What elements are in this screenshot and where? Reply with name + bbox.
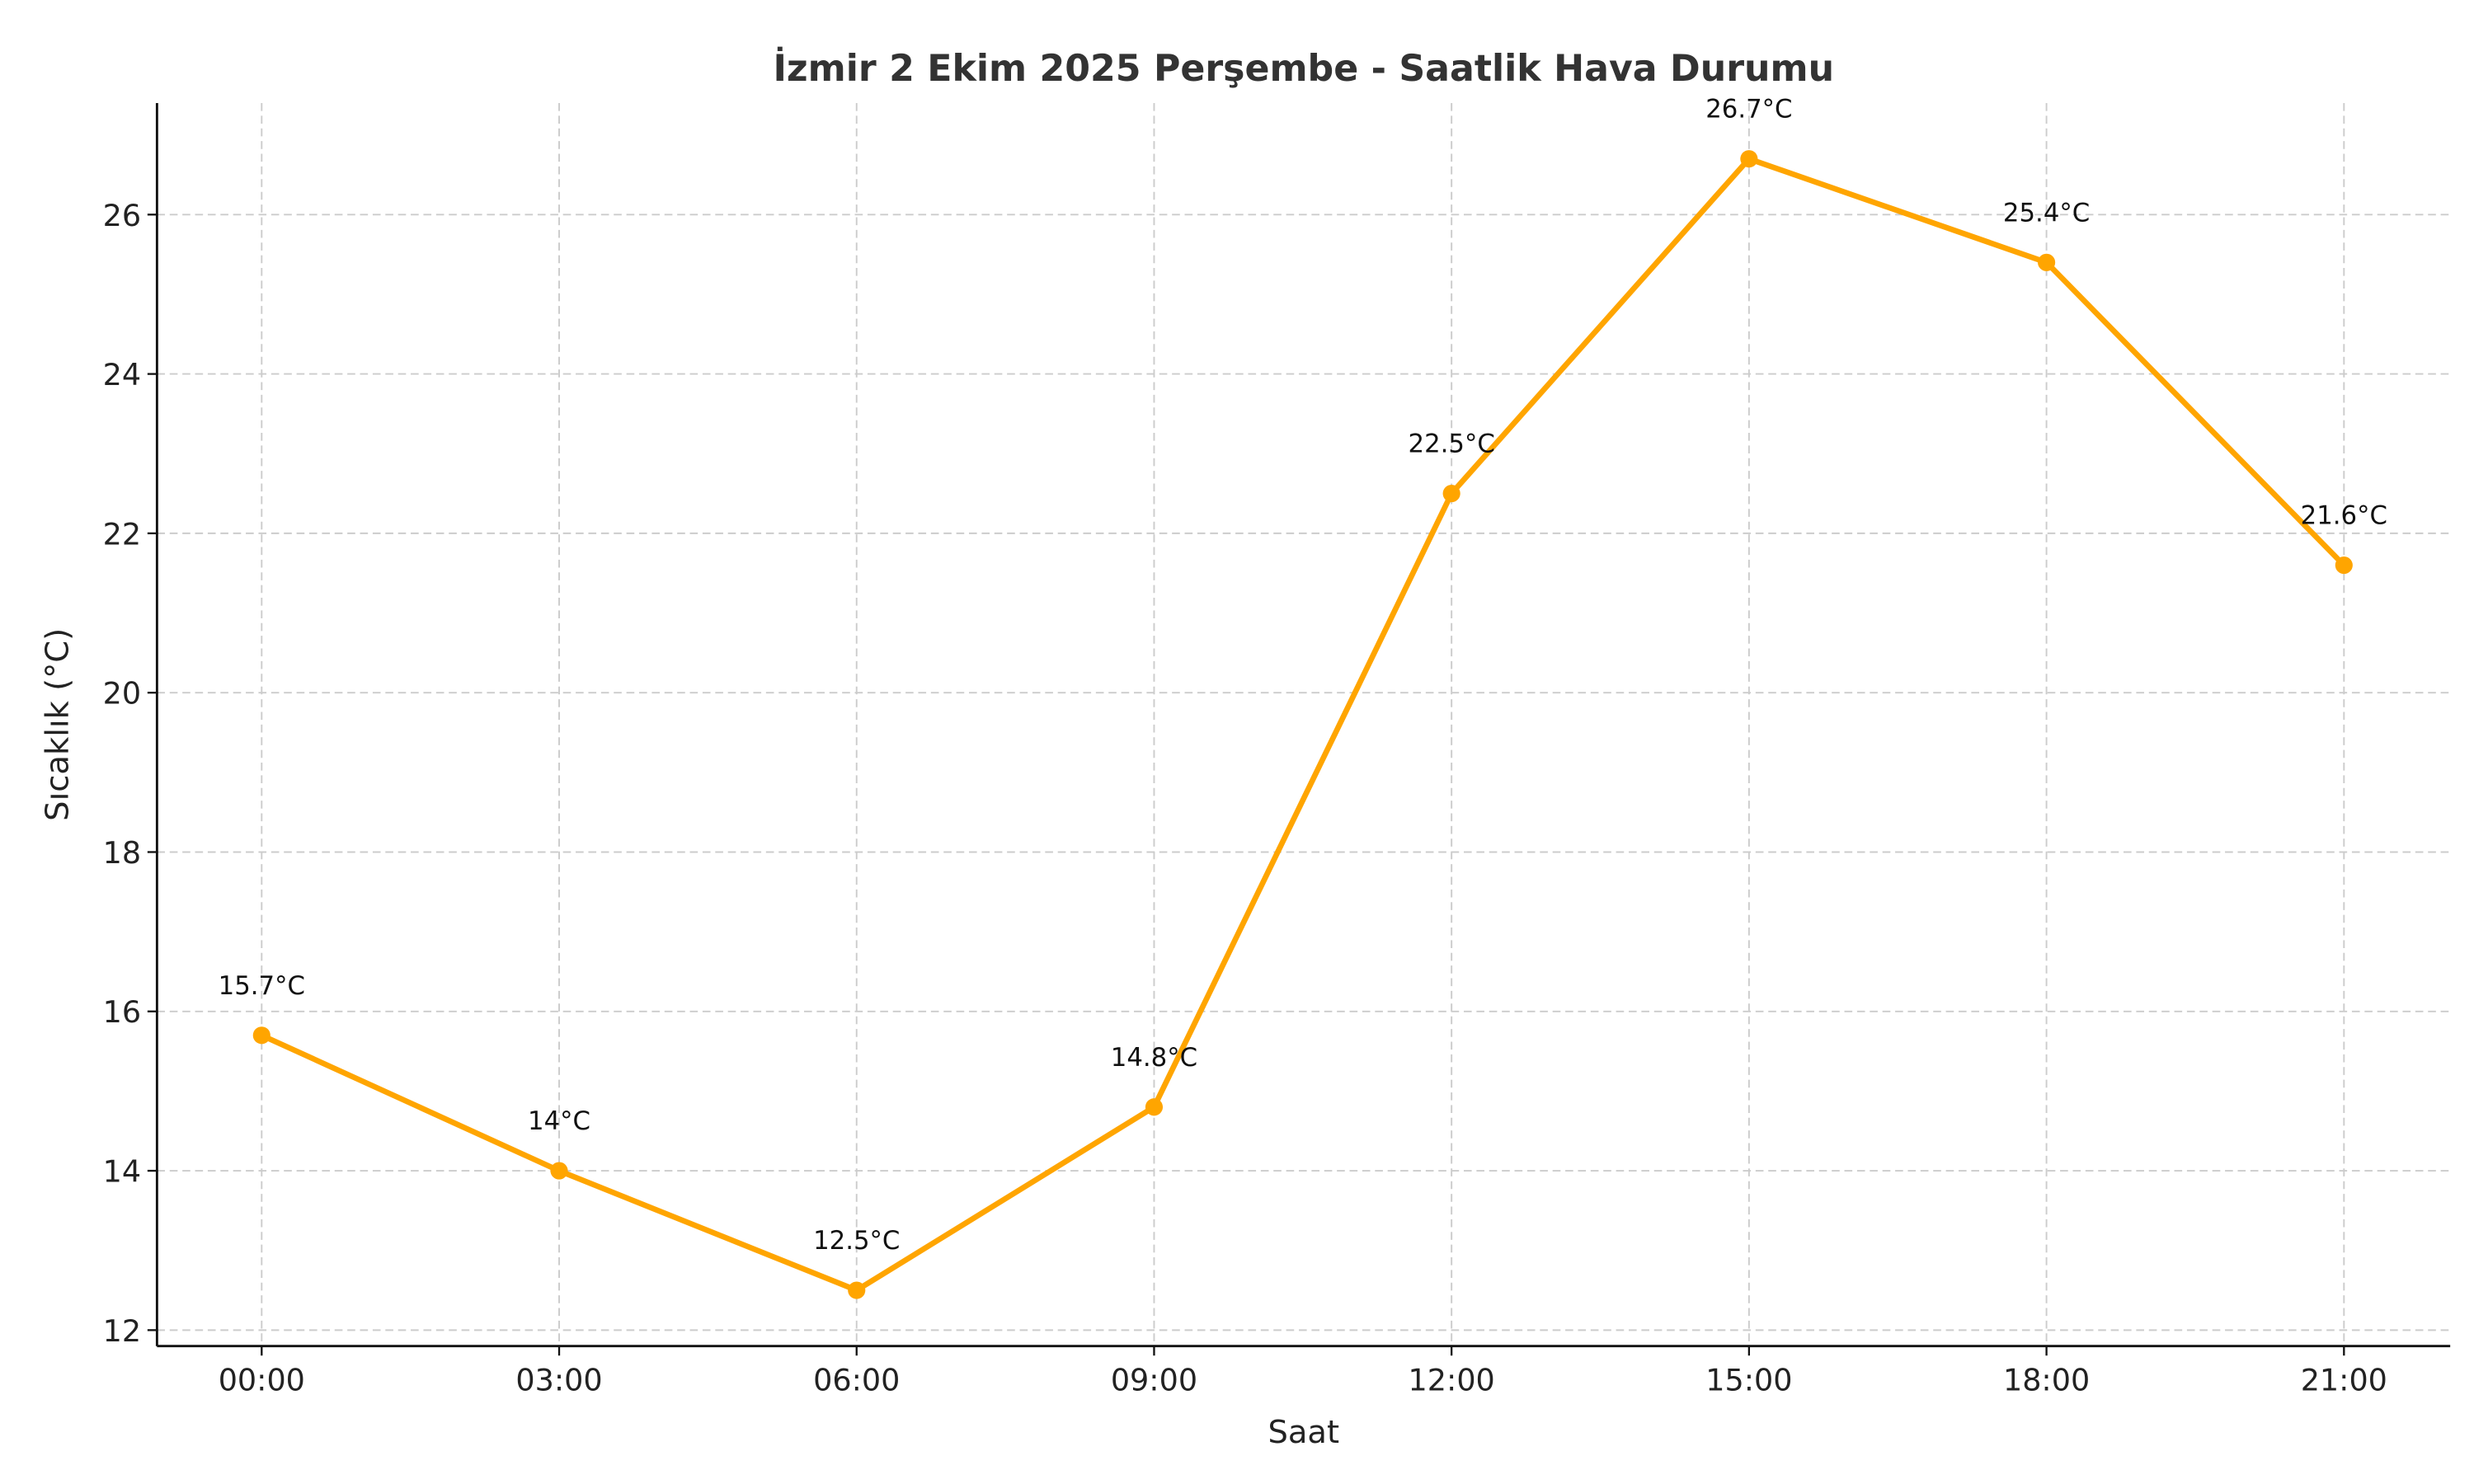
y-tick-label: 20 (103, 676, 141, 711)
y-tick-label: 14 (103, 1154, 141, 1190)
x-tick-label: 06:00 (813, 1363, 900, 1398)
data-point (1145, 1098, 1164, 1116)
y-tick-label: 18 (103, 835, 141, 871)
series-line (260, 156, 2346, 1294)
x-tick-label: 09:00 (1111, 1363, 1197, 1398)
data-point (848, 1281, 866, 1299)
y-tick-label: 22 (103, 516, 141, 552)
data-label: 12.5°C (813, 1226, 900, 1256)
chart-title: İzmir 2 Ekim 2025 Perşembe - Saatlik Hav… (773, 46, 1834, 90)
y-tick-label: 24 (103, 357, 141, 392)
x-tick-label: 21:00 (2301, 1363, 2387, 1398)
data-point (2335, 556, 2353, 575)
data-point (1442, 484, 1460, 503)
y-tick-label: 26 (103, 198, 141, 233)
data-label: 15.7°C (219, 971, 305, 1001)
x-tick-label: 03:00 (515, 1363, 602, 1398)
data-point (252, 1026, 270, 1045)
y-axis-label: Sıcaklık (°C) (40, 628, 77, 821)
data-point (1740, 150, 1758, 168)
y-tick-label: 12 (103, 1313, 141, 1349)
y-tick-label: 16 (103, 994, 141, 1030)
x-tick-label: 18:00 (2003, 1363, 2090, 1398)
data-label: 25.4°C (2003, 198, 2090, 228)
x-axis-label: Saat (1268, 1414, 1339, 1451)
data-label: 22.5°C (1409, 430, 1495, 459)
data-label: 26.7°C (1705, 95, 1792, 124)
x-tick-label: 00:00 (219, 1363, 305, 1398)
data-label: 14.8°C (1111, 1043, 1197, 1073)
x-tick-label: 12:00 (1409, 1363, 1495, 1398)
x-tick-label: 15:00 (1705, 1363, 1792, 1398)
data-point (2038, 253, 2056, 271)
data-label: 21.6°C (2301, 501, 2387, 531)
data-label: 14°C (528, 1106, 590, 1136)
data-point (550, 1162, 568, 1180)
